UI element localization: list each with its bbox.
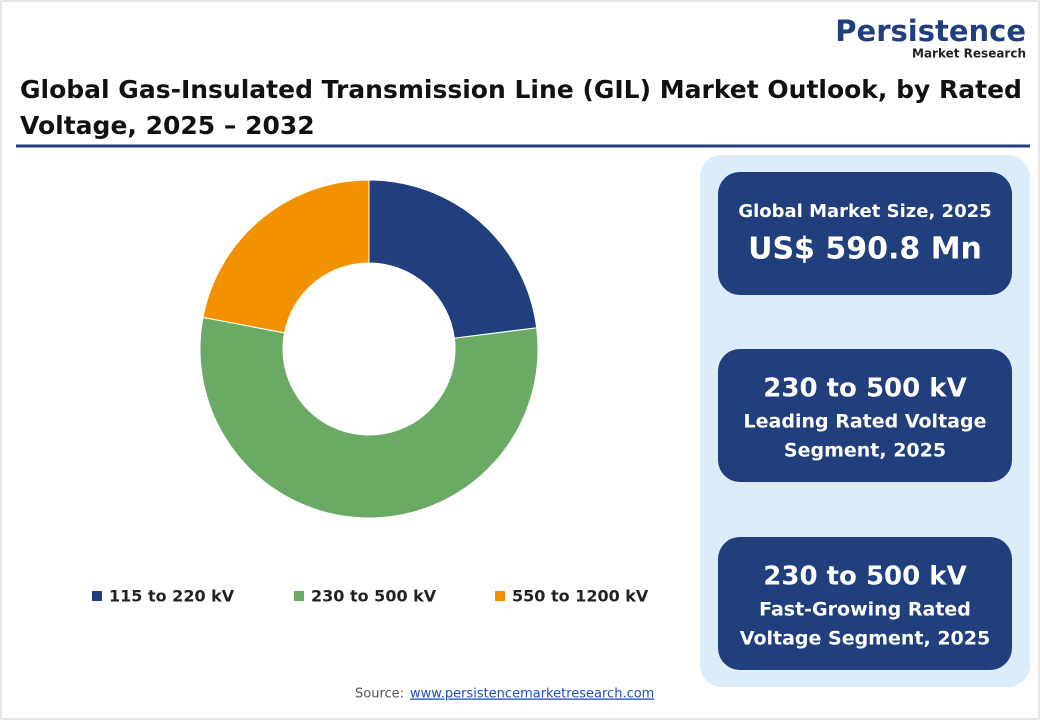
stat-text: Segment, 2025 bbox=[784, 440, 946, 462]
stat-text: Fast-Growing Rated bbox=[759, 599, 971, 621]
legend-swatch bbox=[92, 591, 102, 601]
stat-text: Leading Rated Voltage bbox=[744, 411, 987, 433]
legend-label: 550 to 1200 kV bbox=[512, 587, 649, 606]
stat-text: 230 to 500 kV bbox=[763, 374, 966, 404]
legend-swatch bbox=[294, 591, 304, 601]
stat-card bbox=[718, 172, 1012, 295]
legend-swatch bbox=[495, 591, 505, 601]
stat-card bbox=[718, 537, 1012, 670]
chart-title: Voltage, 2025 – 2032 bbox=[20, 111, 315, 140]
stat-text: Voltage Segment, 2025 bbox=[740, 628, 990, 650]
stat-text: Global Market Size, 2025 bbox=[738, 201, 991, 222]
logo-name: Persistence bbox=[835, 14, 1026, 48]
donut-chart: 115 to 220 kV 230 to 500 kV 550 to 1200 kV bbox=[92, 179, 649, 606]
stat-text: US$ 590.8 Mn bbox=[748, 232, 982, 267]
donut-slice bbox=[202, 179, 370, 334]
donut-slice bbox=[368, 179, 538, 339]
stat-text: 230 to 500 kV bbox=[763, 562, 966, 592]
cards: Global Market Size, 2025 US$ 590.8 Mn 230 … bbox=[718, 172, 1012, 670]
legend-label: 115 to 220 kV bbox=[109, 587, 235, 606]
logo-tagline: Market Research bbox=[912, 47, 1026, 61]
donut-slice bbox=[199, 316, 539, 519]
source-link[interactable]: www.persistencemarketresearch.com bbox=[410, 687, 654, 702]
chart-title: Global Gas-Insulated Transmission Line (… bbox=[20, 75, 1022, 104]
legend-label: 230 to 500 kV bbox=[311, 587, 437, 606]
source-label: Source: bbox=[355, 687, 404, 702]
stat-card bbox=[718, 349, 1012, 482]
